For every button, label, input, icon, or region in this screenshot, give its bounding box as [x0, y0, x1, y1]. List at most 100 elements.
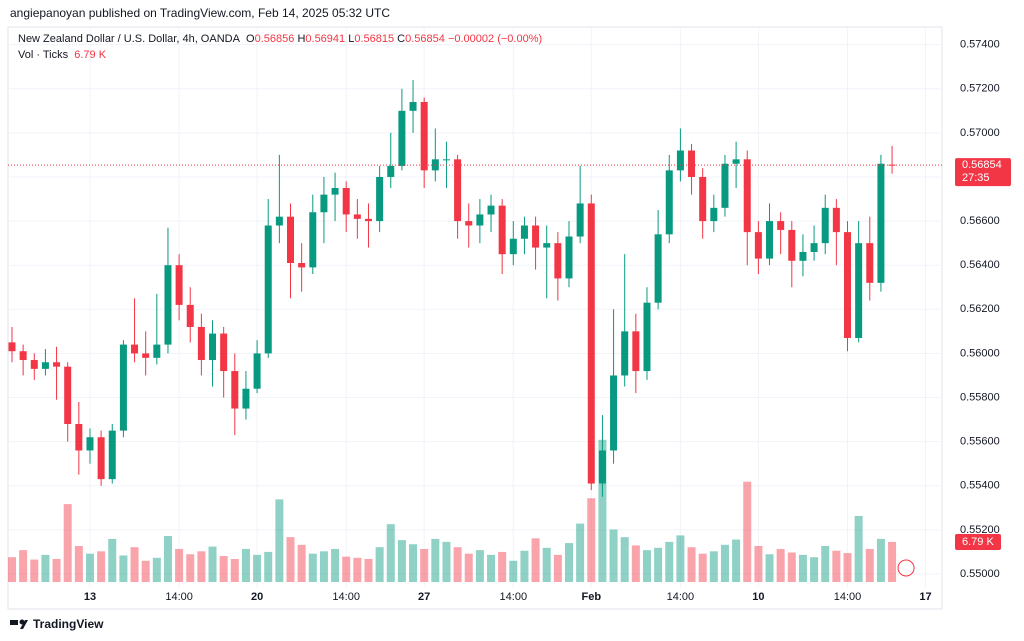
volume-bar: [498, 551, 507, 582]
x-tick-label: 27: [418, 591, 430, 603]
flag-icon: [897, 559, 915, 577]
volume-bar: [264, 551, 273, 582]
volume-bar: [442, 541, 451, 582]
candle-body: [877, 163, 885, 283]
change-value: −0.00002 (−0.00%): [447, 33, 543, 45]
symbol-legend: New Zealand Dollar / U.S. Dollar, 4h, OA…: [18, 33, 542, 45]
volume-bar: [676, 535, 685, 582]
volume-bar: [219, 556, 228, 582]
y-tick-label: 0.55000: [960, 568, 1000, 580]
candle-body: [186, 304, 194, 327]
volume-bar: [108, 538, 117, 582]
volume-bar: [843, 553, 852, 582]
candle-body: [86, 437, 94, 451]
candle-body: [509, 238, 517, 255]
footer-brand: TradingView: [33, 617, 104, 631]
volume-bar: [687, 547, 696, 582]
open-value: 0.56856: [254, 33, 295, 45]
volume-bar: [41, 554, 50, 582]
candle-body: [242, 388, 250, 409]
volume-bar: [52, 558, 61, 582]
volume-bar: [130, 547, 139, 582]
volume-bar: [475, 550, 484, 582]
volume-bar: [375, 547, 384, 582]
candle-body: [621, 331, 629, 376]
volume-bar: [743, 481, 752, 582]
candle-body: [41, 362, 49, 369]
candle-body: [476, 214, 484, 226]
last-price-box: [955, 158, 1011, 187]
candle-body: [320, 194, 328, 213]
volume-bar: [631, 545, 640, 582]
volume-bar: [409, 544, 418, 582]
volume-bar: [286, 537, 295, 582]
candle-body: [587, 203, 595, 484]
volume-bar: [431, 538, 440, 582]
candle-body: [732, 159, 740, 164]
volume-bar: [587, 498, 596, 582]
candle-body: [376, 176, 384, 222]
candle-body: [164, 265, 172, 345]
volume-bar: [888, 541, 897, 582]
volume-bar: [565, 543, 573, 582]
footer-logo: [10, 619, 28, 629]
candle-body: [610, 375, 618, 451]
candle-body: [231, 371, 239, 409]
candle-body: [498, 205, 506, 255]
candle-body: [643, 302, 651, 372]
volume-bar: [97, 551, 106, 582]
candle-body: [431, 159, 439, 171]
candle-body: [75, 423, 83, 451]
candle-body: [53, 362, 61, 367]
y-tick-label: 0.56600: [960, 215, 1000, 227]
close-value: 0.56854: [405, 33, 445, 45]
candle-body: [30, 360, 38, 369]
volume-bar: [420, 548, 429, 582]
volume-bar: [854, 515, 863, 582]
candle-body: [454, 159, 462, 222]
volume-bar: [665, 541, 674, 582]
candle-body: [364, 218, 372, 222]
candle-body: [710, 207, 718, 222]
candle-body: [253, 353, 261, 389]
x-tick-label: 13: [84, 591, 96, 603]
candle-body: [721, 163, 729, 208]
x-tick-label: 14:00: [834, 591, 862, 603]
candle-body: [8, 342, 16, 352]
candle-body: [175, 265, 183, 305]
volume-bar: [119, 555, 128, 582]
candle-body: [387, 165, 395, 177]
candle-body: [64, 366, 72, 424]
candle-body: [142, 353, 150, 358]
y-tick-label: 0.55600: [960, 436, 1000, 448]
candle-body: [676, 150, 684, 171]
volume-bar: [732, 539, 741, 582]
candle-body: [19, 351, 27, 361]
volume-bar: [85, 553, 94, 582]
candle-body: [465, 221, 473, 226]
symbol: New Zealand Dollar / U.S. Dollar, 4h, OA…: [18, 33, 240, 45]
volume-bar: [453, 547, 462, 582]
candle-body: [565, 236, 573, 279]
candle-body: [766, 221, 774, 259]
volume-bar: [832, 550, 841, 582]
candle-body: [598, 450, 606, 484]
volume-bar: [609, 529, 618, 582]
volume-bar: [163, 535, 172, 582]
volume-axis-box: [955, 533, 1001, 550]
volume-bar: [253, 554, 262, 582]
volume-bar: [19, 550, 28, 582]
candle-body: [554, 243, 562, 279]
candle-body: [777, 221, 785, 230]
x-tick-label: Feb: [581, 591, 601, 603]
volume-bar: [787, 552, 796, 582]
candle-body: [197, 326, 205, 361]
candle-body: [520, 225, 528, 239]
candle-body: [754, 232, 762, 259]
volume-bar: [654, 547, 663, 582]
candle-body: [665, 170, 673, 235]
volume-bar: [275, 499, 284, 582]
volume-bar: [642, 550, 651, 582]
y-tick-label: 0.57000: [960, 127, 1000, 139]
